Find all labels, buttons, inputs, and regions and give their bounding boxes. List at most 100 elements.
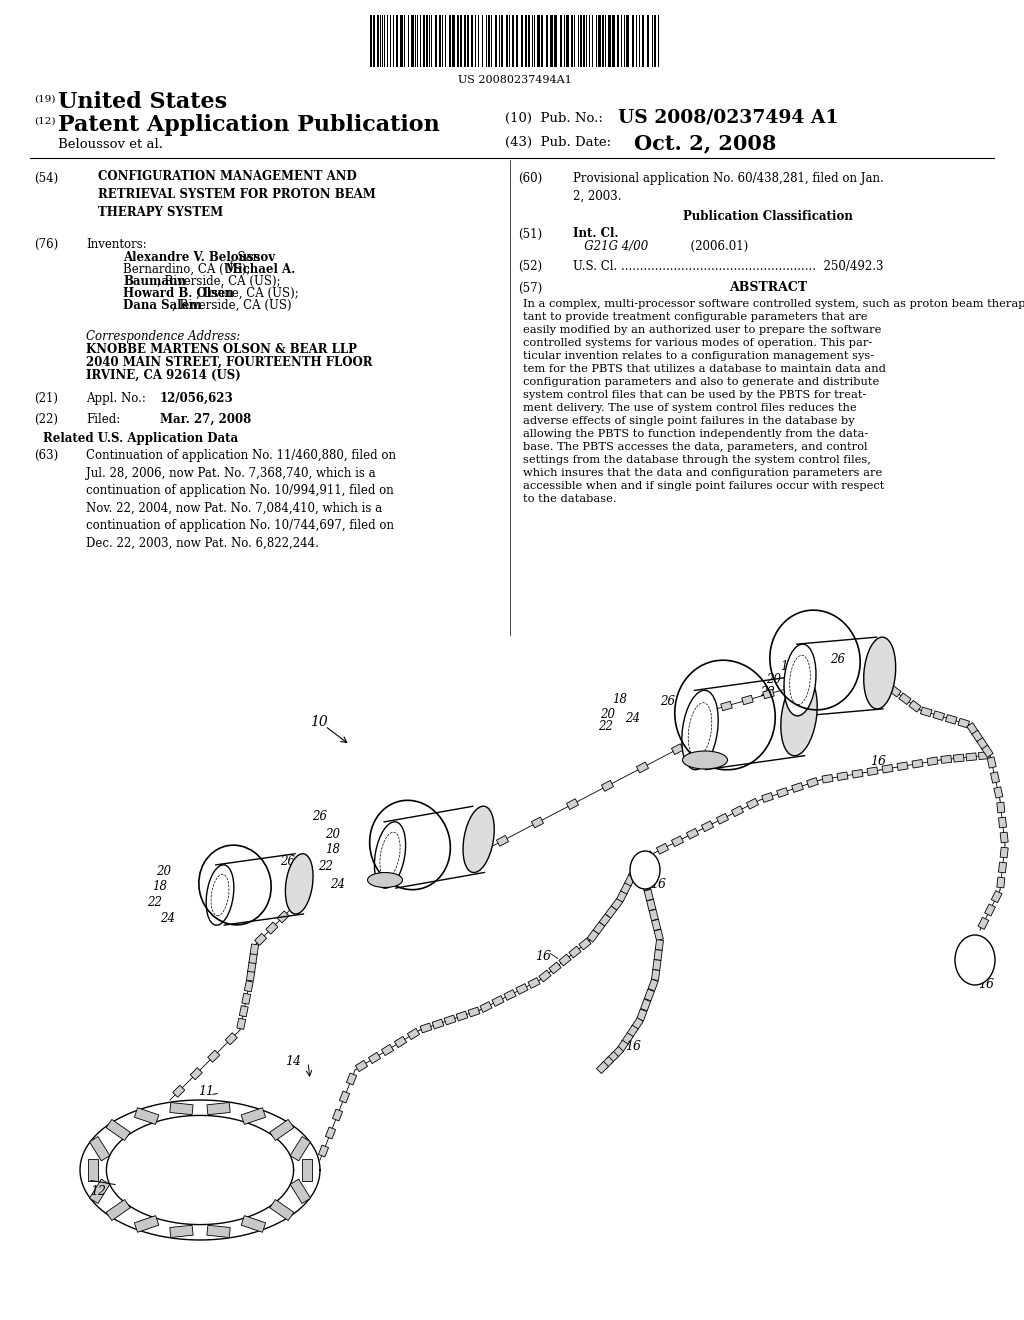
Bar: [647, 15, 649, 67]
Polygon shape: [170, 1225, 194, 1237]
Bar: [512, 15, 514, 67]
Polygon shape: [998, 817, 1007, 828]
Polygon shape: [852, 770, 863, 777]
Polygon shape: [290, 1137, 310, 1160]
Polygon shape: [792, 783, 804, 792]
Bar: [632, 15, 634, 67]
Text: (76): (76): [34, 238, 58, 251]
Polygon shape: [655, 940, 664, 950]
Polygon shape: [701, 821, 714, 832]
Bar: [495, 15, 497, 67]
Polygon shape: [616, 1040, 628, 1052]
Text: , Irvine, CA (US);: , Irvine, CA (US);: [196, 286, 299, 300]
Polygon shape: [987, 756, 996, 768]
Polygon shape: [266, 923, 278, 935]
Text: 14: 14: [285, 1055, 301, 1068]
Text: (2006.01): (2006.01): [668, 240, 749, 253]
Text: 20: 20: [766, 673, 781, 686]
Text: 2040 MAIN STREET, FOURTEENTH FLOOR: 2040 MAIN STREET, FOURTEENTH FLOOR: [86, 356, 373, 370]
Polygon shape: [889, 685, 901, 697]
Ellipse shape: [286, 854, 313, 913]
Polygon shape: [921, 708, 932, 717]
Text: 26: 26: [660, 696, 675, 708]
Text: Oct. 2, 2008: Oct. 2, 2008: [634, 133, 776, 153]
Polygon shape: [990, 772, 999, 783]
Text: Patent Application Publication: Patent Application Publication: [58, 114, 439, 136]
Bar: [654, 15, 656, 67]
Polygon shape: [672, 743, 684, 755]
Bar: [435, 15, 437, 67]
Text: 16: 16: [650, 878, 666, 891]
Polygon shape: [641, 851, 653, 862]
Text: (54): (54): [34, 172, 58, 185]
Text: Inventors:: Inventors:: [86, 238, 146, 251]
Polygon shape: [504, 990, 516, 1001]
Polygon shape: [601, 780, 613, 791]
Polygon shape: [318, 1144, 329, 1156]
Polygon shape: [207, 1225, 230, 1237]
Polygon shape: [899, 693, 911, 705]
Text: (21): (21): [34, 392, 58, 405]
Polygon shape: [783, 684, 796, 693]
Polygon shape: [606, 1052, 618, 1064]
Polygon shape: [611, 1047, 624, 1059]
Text: US 2008/0237494 A1: US 2008/0237494 A1: [618, 110, 839, 127]
Text: US 20080237494A1: US 20080237494A1: [458, 75, 571, 84]
Bar: [488, 15, 490, 67]
Polygon shape: [255, 933, 266, 945]
Text: 12/056,623: 12/056,623: [160, 392, 233, 405]
Polygon shape: [978, 751, 989, 759]
Polygon shape: [998, 862, 1007, 873]
Bar: [525, 15, 527, 67]
Text: 20: 20: [156, 865, 171, 878]
Bar: [546, 15, 548, 67]
Text: 24: 24: [160, 912, 175, 925]
Bar: [554, 15, 557, 67]
Bar: [506, 15, 508, 67]
Bar: [464, 15, 466, 67]
Polygon shape: [632, 1018, 643, 1030]
Polygon shape: [648, 979, 658, 991]
Polygon shape: [208, 1051, 220, 1063]
Text: Bernardino, CA (US);: Bernardino, CA (US);: [123, 263, 254, 276]
Text: 10: 10: [310, 715, 328, 729]
Text: In a complex, multi-processor software controlled system, such as proton beam th: In a complex, multi-processor software c…: [523, 298, 1024, 504]
Bar: [449, 15, 451, 67]
Polygon shape: [625, 874, 635, 886]
Text: Related U.S. Application Data: Related U.S. Application Data: [43, 432, 239, 445]
Bar: [642, 15, 644, 67]
Polygon shape: [654, 949, 663, 961]
Polygon shape: [1000, 847, 1009, 858]
Polygon shape: [432, 1019, 443, 1028]
Bar: [528, 15, 530, 67]
Text: Michael A.: Michael A.: [225, 263, 295, 276]
Polygon shape: [611, 898, 623, 909]
Text: (22): (22): [34, 413, 58, 426]
Polygon shape: [1000, 832, 1009, 843]
Polygon shape: [420, 1023, 432, 1034]
Polygon shape: [242, 1216, 265, 1233]
Polygon shape: [642, 879, 651, 891]
Polygon shape: [639, 870, 648, 880]
Polygon shape: [622, 1032, 633, 1045]
Polygon shape: [605, 906, 616, 919]
Bar: [457, 15, 459, 67]
Bar: [423, 15, 425, 67]
Polygon shape: [897, 762, 908, 771]
Bar: [460, 15, 462, 67]
Polygon shape: [807, 777, 818, 788]
Polygon shape: [237, 1018, 246, 1030]
Bar: [571, 15, 573, 67]
Bar: [608, 15, 611, 67]
Text: 16: 16: [535, 950, 551, 964]
Text: 26: 26: [830, 653, 845, 667]
Polygon shape: [731, 807, 743, 817]
Polygon shape: [972, 730, 983, 742]
Bar: [467, 15, 469, 67]
Text: 24: 24: [625, 711, 640, 725]
Text: Howard B. Olsen: Howard B. Olsen: [123, 286, 233, 300]
Polygon shape: [381, 1044, 393, 1056]
Bar: [566, 15, 569, 67]
Polygon shape: [717, 813, 728, 824]
Bar: [626, 15, 629, 67]
